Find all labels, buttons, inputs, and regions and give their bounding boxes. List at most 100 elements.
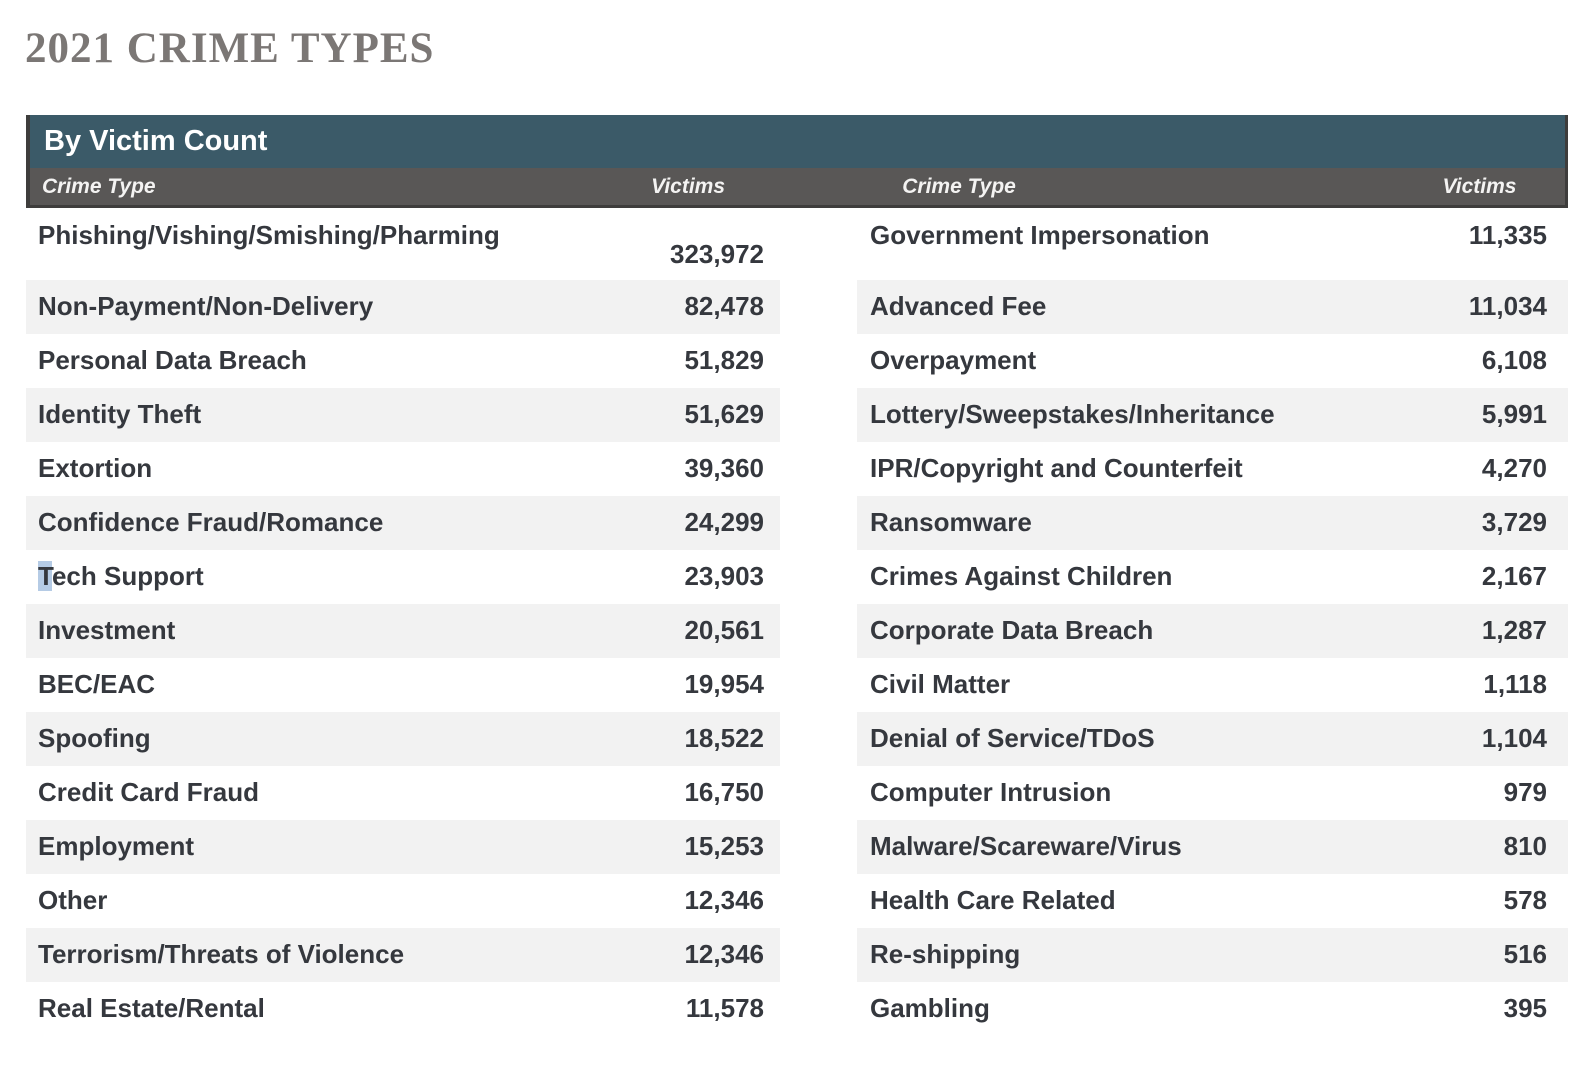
victim-count-table: By Victim Count Crime Type Victims Crime… — [26, 115, 1568, 1036]
crime-type-cell: Tech Support — [26, 561, 595, 592]
crime-type-cell: Employment — [26, 831, 595, 862]
victims-cell: 51,629 — [684, 399, 764, 430]
crime-type-cell: Identity Theft — [26, 399, 595, 430]
crime-type-cell: IPR/Copyright and Counterfeit — [857, 453, 1397, 484]
victims-cell: 39,360 — [684, 453, 764, 484]
victims-cell: 578 — [1503, 885, 1547, 916]
victims-cell: 395 — [1503, 993, 1547, 1024]
column-gutter — [780, 820, 857, 874]
crime-type-cell: Corporate Data Breach — [857, 615, 1397, 646]
column-header-crime-type-right: Crime Type — [902, 174, 1016, 198]
victims-cell: 4,270 — [1481, 453, 1547, 484]
crime-type-label: BEC/EAC — [38, 669, 156, 700]
table-row: Terrorism/Threats of Violence 12,346 Re-sh… — [26, 928, 1568, 982]
table-row-right-half: Lottery/Sweepstakes/Inheritance 5,991 — [857, 388, 1568, 442]
crime-type-label: Confidence Fraud/Romance — [38, 507, 384, 538]
column-header-row: Crime Type Victims Crime Type Victims — [26, 168, 1568, 208]
crime-type-cell: Re-shipping — [857, 939, 1397, 970]
crime-type-label: Civil Matter — [870, 669, 1011, 700]
table-row-right-half: Advanced Fee 11,034 — [857, 280, 1568, 334]
crime-type-cell: Other — [26, 885, 595, 916]
victims-cell: 11,335 — [1468, 220, 1547, 250]
column-gutter — [780, 208, 857, 280]
table-row: Credit Card Fraud 16,750 Computer Intrusio… — [26, 766, 1568, 820]
victims-cell: 3,729 — [1481, 507, 1547, 538]
table-row-right-half: Malware/Scareware/Virus 810 — [857, 820, 1568, 874]
table-row-left-half: Personal Data Breach 51,829 — [26, 334, 780, 388]
crime-type-cell: Confidence Fraud/Romance — [26, 507, 595, 538]
crime-type-label: Gambling — [870, 993, 990, 1024]
crime-type-label: Other — [38, 885, 108, 916]
victims-cell: 979 — [1503, 777, 1547, 808]
crime-type-cell: BEC/EAC — [26, 669, 595, 700]
crime-type-label: Terrorism/Threats of Violence — [38, 939, 405, 970]
table-body: Phishing/Vishing/Smishing/Pharming 323,97… — [26, 208, 1568, 1036]
column-gutter — [780, 658, 857, 712]
column-gutter — [780, 982, 857, 1036]
crime-type-label: Non-Payment/Non-Delivery — [38, 291, 374, 322]
table-row-left-half: Real Estate/Rental 11,578 — [26, 982, 780, 1036]
table-row-left-half: Investment 20,561 — [26, 604, 780, 658]
table-row-left-half: Extortion 39,360 — [26, 442, 780, 496]
victims-cell: 19,954 — [684, 669, 764, 700]
victims-cell: 516 — [1503, 939, 1547, 970]
column-gutter — [780, 928, 857, 982]
victims-cell: 20,561 — [684, 615, 764, 646]
crime-type-cell: Ransomware — [857, 507, 1397, 538]
crime-type-cell: Civil Matter — [857, 669, 1397, 700]
crime-type-label: Malware/Scareware/Virus — [870, 831, 1182, 862]
victims-cell: 24,299 — [684, 507, 764, 538]
crime-type-label: Real Estate/Rental — [38, 993, 265, 1024]
crime-type-label: Corporate Data Breach — [870, 615, 1154, 646]
table-row-right-half: Civil Matter 1,118 — [857, 658, 1568, 712]
crime-type-label: IPR/Copyright and Counterfeit — [870, 453, 1243, 484]
table-row-right-half: Corporate Data Breach 1,287 — [857, 604, 1568, 658]
crime-type-label: Denial of Service/TDoS — [870, 723, 1155, 754]
table-row: Non-Payment/Non-Delivery 82,478 Advanced F… — [26, 280, 1568, 334]
column-gutter — [780, 334, 857, 388]
column-header-right-half: Crime Type Victims — [857, 168, 1565, 205]
victims-cell: 12,346 — [684, 939, 764, 970]
table-row-right-half: Denial of Service/TDoS 1,104 — [857, 712, 1568, 766]
crime-type-label: Extortion — [38, 453, 153, 484]
column-gutter — [780, 712, 857, 766]
crime-type-label: Computer Intrusion — [870, 777, 1112, 808]
crime-type-label: Credit Card Fraud — [38, 777, 260, 808]
table-title-bar: By Victim Count — [26, 115, 1568, 168]
table-title: By Victim Count — [44, 125, 268, 157]
table-row-right-half: Computer Intrusion 979 — [857, 766, 1568, 820]
crime-type-cell: Health Care Related — [857, 885, 1397, 916]
victims-cell: 1,118 — [1483, 669, 1547, 700]
victims-cell: 11,578 — [685, 993, 764, 1024]
table-row-left-half: Terrorism/Threats of Violence 12,346 — [26, 928, 780, 982]
column-gutter — [780, 604, 857, 658]
table-row: Identity Theft 51,629 Lottery/Sweepstakes/… — [26, 388, 1568, 442]
table-row: Employment 15,253 Malware/Scareware/Virus 8… — [26, 820, 1568, 874]
crime-type-label: ech Support — [51, 561, 204, 592]
table-row-right-half: Ransomware 3,729 — [857, 496, 1568, 550]
crime-type-label: Ransomware — [870, 507, 1032, 538]
table-row-left-half: Employment 15,253 — [26, 820, 780, 874]
crime-type-label: Overpayment — [870, 345, 1037, 376]
table-row-left-half: Other 12,346 — [26, 874, 780, 928]
crime-type-cell: Denial of Service/TDoS — [857, 723, 1397, 754]
crime-type-label: Government Impersonation — [870, 220, 1210, 250]
column-gutter — [780, 280, 857, 334]
table-row: Spoofing 18,522 Denial of Service/TDoS 1,10… — [26, 712, 1568, 766]
crime-type-label: Employment — [38, 831, 195, 862]
table-row: Real Estate/Rental 11,578 Gambling 395 — [26, 982, 1568, 1036]
column-gutter — [781, 168, 858, 205]
victims-cell: 18,522 — [684, 723, 764, 754]
victims-cell: 5,991 — [1481, 399, 1547, 430]
table-row: Investment 20,561 Corporate Data Breach 1,2… — [26, 604, 1568, 658]
crime-type-label: Personal Data Breach — [38, 345, 307, 376]
victims-cell: 15,253 — [684, 831, 764, 862]
victims-cell: 51,829 — [684, 345, 764, 376]
crime-type-label: Lottery/Sweepstakes/Inheritance — [870, 399, 1275, 430]
column-gutter — [780, 388, 857, 442]
column-header-crime-type-left: Crime Type — [42, 174, 156, 198]
table-row-right-half: Government Impersonation 11,335 — [857, 208, 1568, 280]
crime-type-cell: Overpayment — [857, 345, 1397, 376]
crime-type-cell: Lottery/Sweepstakes/Inheritance — [857, 399, 1397, 430]
victims-cell: 82,478 — [684, 291, 764, 322]
